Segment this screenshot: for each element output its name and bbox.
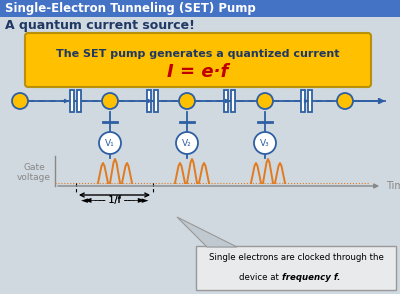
Circle shape xyxy=(99,132,121,154)
Text: Time: Time xyxy=(386,181,400,191)
Bar xyxy=(308,90,312,112)
Circle shape xyxy=(176,132,198,154)
Text: I = e·f: I = e·f xyxy=(167,63,229,81)
FancyBboxPatch shape xyxy=(0,0,400,17)
Text: Single electrons are clocked through the: Single electrons are clocked through the xyxy=(208,253,384,263)
Bar xyxy=(224,90,228,112)
Bar xyxy=(300,90,304,112)
Bar xyxy=(70,90,74,112)
Text: ◄ --- 1/f --- ►: ◄ --- 1/f --- ► xyxy=(84,195,145,205)
Text: V₁: V₁ xyxy=(105,138,115,148)
Bar xyxy=(146,90,150,112)
Bar xyxy=(76,90,80,112)
Text: Single-Electron Tunneling (SET) Pump: Single-Electron Tunneling (SET) Pump xyxy=(5,2,256,15)
Text: V₂: V₂ xyxy=(182,138,192,148)
Circle shape xyxy=(102,93,118,109)
Bar xyxy=(230,90,234,112)
Circle shape xyxy=(179,93,195,109)
Text: ◄—— 1/f ——►: ◄—— 1/f ——► xyxy=(81,196,148,205)
Text: The SET pump generates a quantized current: The SET pump generates a quantized curre… xyxy=(56,49,340,59)
Text: frequency f.: frequency f. xyxy=(282,273,340,283)
Text: V₃: V₃ xyxy=(260,138,270,148)
Circle shape xyxy=(337,93,353,109)
Text: Gate
voltage: Gate voltage xyxy=(17,163,51,182)
Bar xyxy=(154,90,158,112)
Circle shape xyxy=(254,132,276,154)
Circle shape xyxy=(257,93,273,109)
FancyBboxPatch shape xyxy=(25,33,371,87)
Text: A quantum current source!: A quantum current source! xyxy=(5,19,195,33)
Circle shape xyxy=(12,93,28,109)
Polygon shape xyxy=(177,217,237,247)
FancyBboxPatch shape xyxy=(196,246,396,290)
Text: device at: device at xyxy=(239,273,282,283)
